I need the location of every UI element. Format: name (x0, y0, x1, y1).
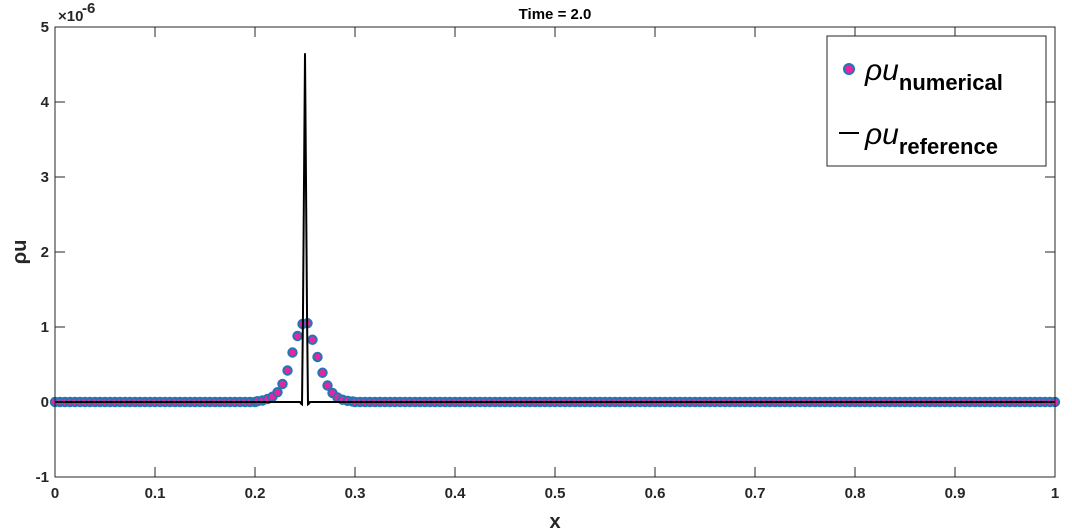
legend-label-numerical: ρunumerical (864, 54, 1003, 95)
y-multiplier: ×10 -6 (58, 0, 95, 25)
numerical-point (292, 330, 303, 342)
series-layer (49, 53, 1061, 408)
numerical-point (272, 387, 283, 398)
x-tick-label: 0.6 (645, 485, 666, 502)
reference-line (55, 53, 1055, 407)
numerical-point (282, 365, 293, 376)
y-tick-label: -1 (36, 469, 49, 486)
numerical-point (307, 334, 318, 345)
x-tick-label: 0.3 (345, 485, 366, 502)
y-tick-label: 3 (41, 169, 49, 186)
x-axis-title: x (549, 511, 560, 532)
legend-label-reference-main: ρu (864, 118, 899, 151)
y-tick-label: 2 (41, 244, 49, 261)
x-tick-label: 0.7 (745, 485, 766, 502)
y-multiplier-exponent: -6 (82, 0, 95, 17)
legend-box (826, 35, 1047, 167)
chart-title: Time = 2.0 (519, 6, 592, 23)
x-tick-label: 1 (1051, 485, 1059, 502)
x-tick-label: 0.5 (545, 485, 566, 502)
numerical-point (312, 351, 323, 363)
x-tick-label: 0.1 (145, 485, 166, 502)
y-tick-label: 1 (41, 319, 49, 336)
legend-marker-numerical (843, 63, 855, 75)
legend-label-reference-sub: reference (899, 134, 998, 159)
x-tick-label: 0.9 (945, 485, 966, 502)
numerical-point (277, 378, 288, 390)
y-tick-label: 5 (41, 19, 49, 36)
legend-label-reference: ρureference (864, 118, 998, 159)
y-multiplier-base: ×10 (58, 8, 83, 25)
x-tick-label: 0 (51, 485, 59, 502)
legend-label-numerical-main: ρu (864, 54, 899, 87)
y-tick-label: 4 (41, 94, 50, 111)
x-tick-label: 0.4 (445, 485, 467, 502)
legend: ρunumerical ρureference (826, 35, 1047, 167)
legend-label-numerical-sub: numerical (899, 70, 1003, 95)
numerical-point (322, 380, 333, 391)
x-tick-label: 0.8 (845, 485, 866, 502)
numerical-point (317, 367, 328, 378)
y-tick-label: 0 (41, 394, 49, 411)
y-axis-title: ρu (9, 240, 31, 265)
numerical-point (287, 347, 298, 358)
x-tick-label: 0.2 (245, 485, 266, 502)
